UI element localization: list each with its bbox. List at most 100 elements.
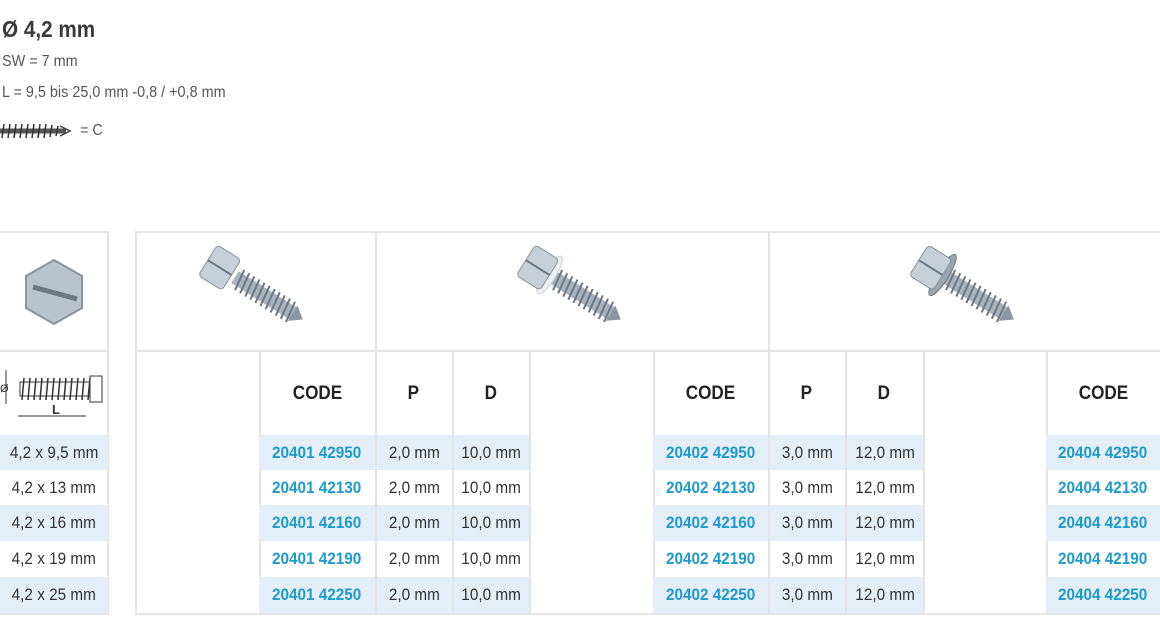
column-header-codes: CODE <box>653 352 768 435</box>
value-cell-text: 3,0 mm <box>781 585 834 604</box>
product-code-text: 20404 42130 <box>1058 477 1148 497</box>
product-code-text: 20401 42160 <box>272 513 362 532</box>
value-cell-text: 12,0 mm <box>855 477 915 497</box>
spec-length: L = 9,5 bis 25,0 mm -0,8 / +0,8 mm <box>2 84 226 101</box>
value-cell: 10,0 mm <box>454 435 529 470</box>
divider <box>452 350 454 613</box>
value-cell-text: 12,0 mm <box>855 585 915 604</box>
size-cell: 4,2 x 25 mm <box>0 577 108 613</box>
size-cell-text: 4,2 x 19 mm <box>11 549 97 568</box>
value-cell-text: 2,0 mm <box>388 442 441 462</box>
column-header-d: D <box>845 352 923 435</box>
value-cell-text: 12,0 mm <box>855 513 915 532</box>
product-code-text: 20401 42250 <box>272 585 362 604</box>
value-cell: 2,0 mm <box>377 470 452 505</box>
value-cell-text: 10,0 mm <box>461 549 522 568</box>
divider <box>923 350 925 613</box>
value-cell-text: 2,0 mm <box>388 585 441 604</box>
column-header-codes-text: CODE <box>685 382 736 404</box>
value-cell: 2,0 mm <box>377 505 452 541</box>
column-header-codes-text: CODE <box>292 382 342 404</box>
value-cell-text: 12,0 mm <box>855 549 915 568</box>
product-code-text: 20404 42250 <box>1058 585 1148 604</box>
value-cell-text: 2,0 mm <box>388 549 441 568</box>
column-header-d: D <box>452 352 529 435</box>
column-header-codes-text: CODE <box>1078 382 1128 404</box>
size-cell-text: 4,2 x 9,5 mm <box>9 442 99 462</box>
thread-type-label: = C <box>80 122 103 139</box>
value-cell: 3,0 mm <box>770 577 845 613</box>
value-cell: 12,0 mm <box>847 435 923 470</box>
divider <box>375 350 377 613</box>
size-cell: 4,2 x 16 mm <box>0 505 108 541</box>
product-code[interactable]: 20404 42160 <box>1046 505 1160 541</box>
size-cell-text: 4,2 x 25 mm <box>11 585 97 604</box>
value-cell: 2,0 mm <box>377 435 452 470</box>
product-code[interactable]: 20404 42950 <box>1046 435 1160 470</box>
column-header-p-text: P <box>407 382 420 404</box>
product-code-text: 20402 42190 <box>665 549 756 568</box>
column-header-p: P <box>768 352 845 435</box>
hex-head-screw-icon <box>137 233 375 350</box>
size-cell-text: 4,2 x 16 mm <box>11 513 97 532</box>
value-cell: 3,0 mm <box>770 470 845 505</box>
product-code[interactable]: 20402 42160 <box>653 505 768 541</box>
product-code[interactable]: 20401 42250 <box>259 577 375 613</box>
product-code[interactable]: 20402 42250 <box>653 577 768 613</box>
divider <box>529 350 531 613</box>
column-header-p-text: P <box>800 382 813 404</box>
product-code-text: 20402 42130 <box>665 477 756 497</box>
divider <box>768 350 770 613</box>
product-code[interactable]: 20401 42190 <box>259 541 375 577</box>
product-code[interactable]: 20401 42950 <box>259 435 375 470</box>
value-cell: 3,0 mm <box>770 505 845 541</box>
column-header-codes: CODE <box>259 352 375 435</box>
product-code[interactable]: 20401 42130 <box>259 470 375 505</box>
value-cell-text: 10,0 mm <box>461 477 522 497</box>
value-cell: 12,0 mm <box>847 541 923 577</box>
value-cell-text: 12,0 mm <box>855 442 915 462</box>
value-cell-text: 10,0 mm <box>461 442 522 462</box>
size-cell: 4,2 x 9,5 mm <box>0 435 108 470</box>
value-cell: 2,0 mm <box>377 577 452 613</box>
divider <box>653 350 655 613</box>
size-cell: 4,2 x 13 mm <box>0 470 108 505</box>
thread-icon <box>0 123 72 139</box>
value-cell-text: 10,0 mm <box>461 585 522 604</box>
size-cell: 4,2 x 19 mm <box>0 541 108 577</box>
product-code[interactable]: 20401 42160 <box>259 505 375 541</box>
value-cell-text: 10,0 mm <box>461 513 522 532</box>
size-table-frame <box>0 231 109 615</box>
product-code[interactable]: 20404 42190 <box>1046 541 1160 577</box>
divider <box>768 231 770 351</box>
value-cell-text: 3,0 mm <box>781 442 834 462</box>
divider <box>1046 350 1048 613</box>
product-code-text: 20404 42190 <box>1058 549 1148 568</box>
product-code[interactable]: 20404 42250 <box>1046 577 1160 613</box>
divider <box>137 350 1160 352</box>
value-cell-text: 3,0 mm <box>781 477 834 497</box>
product-code[interactable]: 20402 42950 <box>653 435 768 470</box>
divider <box>845 350 847 613</box>
product-code[interactable]: 20402 42190 <box>653 541 768 577</box>
size-cell-text: 4,2 x 13 mm <box>11 477 97 497</box>
product-code-text: 20402 42160 <box>665 513 756 532</box>
product-code-text: 20402 42250 <box>665 585 756 604</box>
product-code[interactable]: 20402 42130 <box>653 470 768 505</box>
product-code-text: 20402 42950 <box>665 442 756 462</box>
divider <box>259 350 261 613</box>
value-cell-text: 2,0 mm <box>388 513 441 532</box>
hex-head-icon <box>0 233 108 350</box>
product-code-text: 20404 42950 <box>1058 442 1148 462</box>
value-cell: 10,0 mm <box>454 470 529 505</box>
product-code-text: 20401 42950 <box>272 442 362 462</box>
svg-text:Ø: Ø <box>0 383 9 395</box>
product-code[interactable]: 20404 42130 <box>1046 470 1160 505</box>
value-cell: 10,0 mm <box>454 577 529 613</box>
spec-sw: SW = 7 mm <box>2 53 78 70</box>
value-cell-text: 3,0 mm <box>781 549 834 568</box>
value-cell: 10,0 mm <box>454 505 529 541</box>
column-header-codes: CODE <box>1046 352 1160 435</box>
column-header-d-text: D <box>484 382 497 404</box>
value-cell: 10,0 mm <box>454 541 529 577</box>
